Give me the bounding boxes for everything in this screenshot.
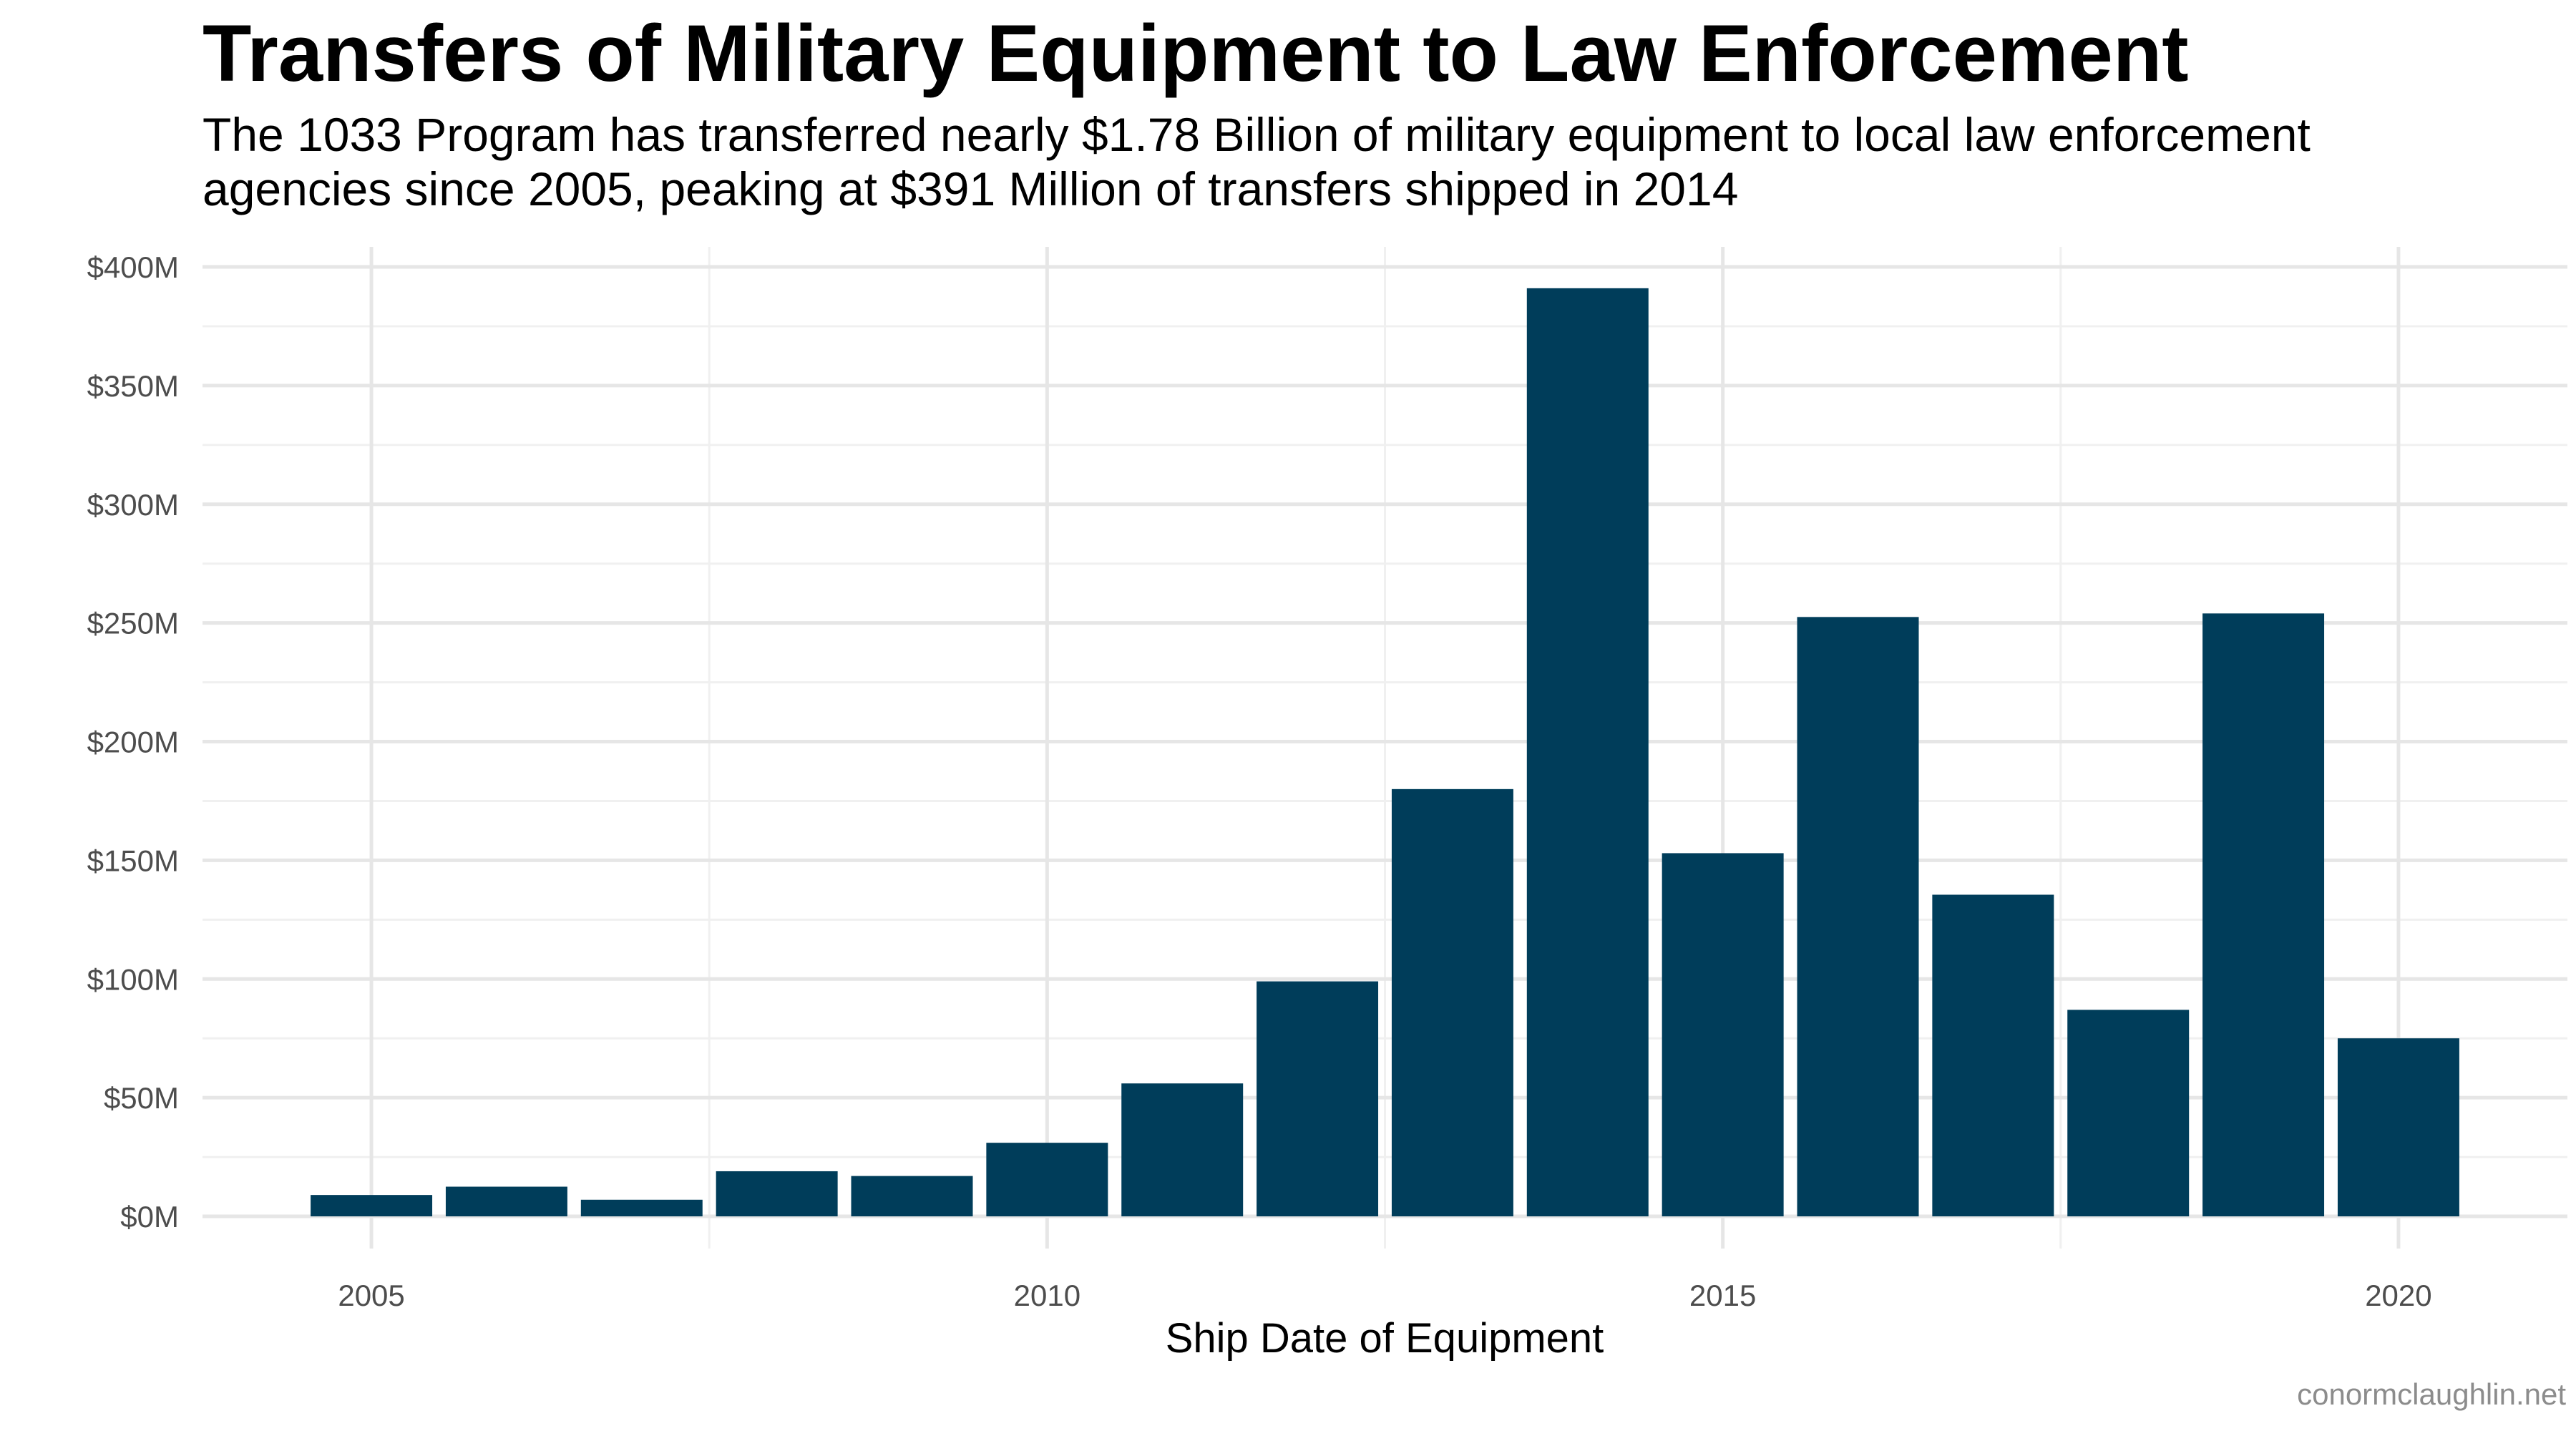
y-tick-label: $0M <box>120 1200 179 1234</box>
bar-2011 <box>1121 1083 1244 1216</box>
bar-2017 <box>1932 894 2054 1216</box>
bar-2014 <box>1526 288 1649 1216</box>
x-tick-label: 2015 <box>1689 1279 1756 1312</box>
bar-2013 <box>1391 788 1513 1216</box>
x-tick-label: 2005 <box>338 1279 404 1312</box>
chart-subtitle: The 1033 Program has transferred nearly … <box>203 107 2492 216</box>
bar-2006 <box>445 1186 567 1216</box>
bar-2018 <box>2067 1010 2190 1216</box>
y-tick-label: $100M <box>87 962 179 996</box>
x-tick-label: 2010 <box>1014 1279 1080 1312</box>
y-tick-label: $250M <box>87 607 179 640</box>
y-axis-labels: $0M $50M $100M $150M $200M $250M $300M $350M $40… <box>87 250 179 1234</box>
bar-2010 <box>986 1143 1108 1216</box>
x-tick-label: 2020 <box>2365 1279 2431 1312</box>
chart-title: Transfers of Military Equipment to Law E… <box>203 9 2189 98</box>
y-tick-label: $300M <box>87 488 179 522</box>
y-tick-label: $150M <box>87 844 179 877</box>
x-axis-labels: 2005 2010 2015 2020 <box>338 1279 2431 1312</box>
y-tick-label: $350M <box>87 369 179 403</box>
y-tick-label: $50M <box>104 1081 179 1115</box>
bar-2015 <box>1662 853 1784 1216</box>
bar-2009 <box>851 1176 973 1216</box>
bar-2007 <box>580 1199 703 1216</box>
bar-2016 <box>1797 617 1919 1216</box>
y-tick-label: $200M <box>87 726 179 759</box>
subtitle-line-1: The 1033 Program has transferred nearly … <box>203 108 2311 161</box>
bar-2012 <box>1257 981 1379 1216</box>
bars <box>311 288 2459 1216</box>
bar-2005 <box>311 1195 433 1216</box>
bar-2020 <box>2337 1038 2459 1216</box>
subtitle-line-2: agencies since 2005, peaking at $391 Mil… <box>203 162 1739 215</box>
y-tick-label: $400M <box>87 250 179 284</box>
source-caption: conormclaughlin.net <box>2297 1377 2566 1411</box>
bar-2008 <box>716 1171 838 1216</box>
bar-2019 <box>2202 613 2325 1216</box>
x-axis-title: Ship Date of Equipment <box>1166 1315 1604 1362</box>
